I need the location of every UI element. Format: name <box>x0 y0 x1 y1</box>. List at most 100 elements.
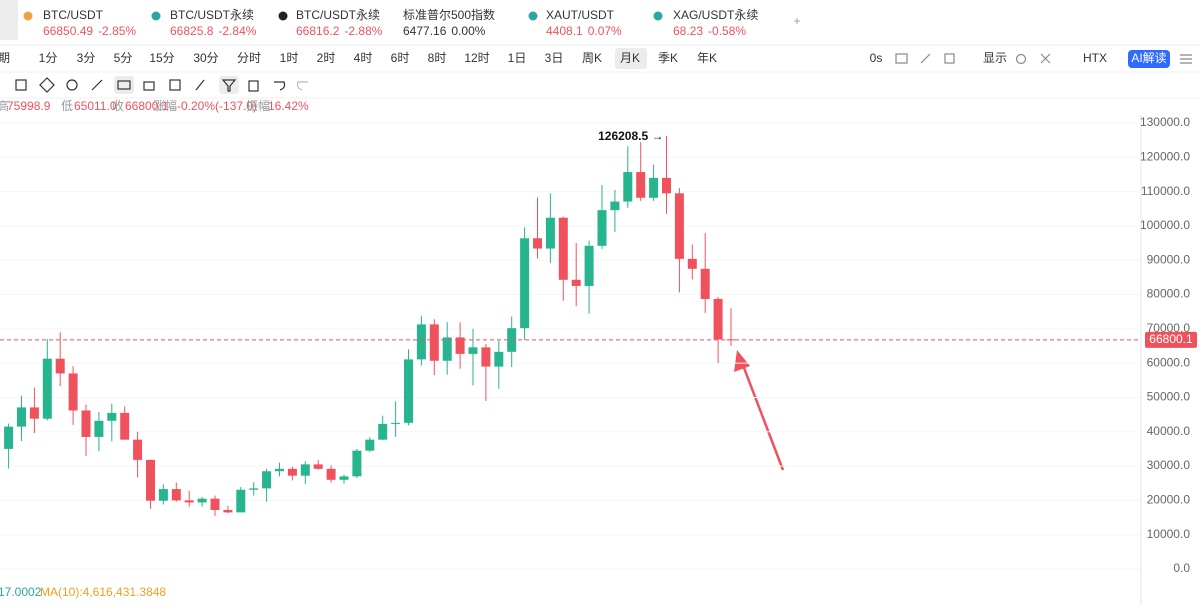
ticker-name[interactable]: BTC/USDT永续 <box>170 8 254 22</box>
timeframe-tab[interactable]: 年K <box>697 51 717 65</box>
candle-body <box>378 423 388 440</box>
candle-body <box>133 439 143 460</box>
candle-body <box>313 464 323 469</box>
display-toggle[interactable]: 显示 <box>983 51 1007 65</box>
camera-icon[interactable] <box>895 53 908 64</box>
price-label: 66800.1 <box>1149 332 1193 346</box>
ticker-icon <box>151 11 161 21</box>
ticker-name[interactable]: BTC/USDT永续 <box>296 8 380 22</box>
ticker-change: -2.85% <box>98 24 136 38</box>
candle-body <box>146 459 155 501</box>
timeframe-tab[interactable]: 30分 <box>193 51 218 65</box>
selected-tab-bg <box>615 48 647 69</box>
candle-body <box>55 358 65 374</box>
candle-body <box>713 298 723 340</box>
tool-icon[interactable] <box>296 81 309 91</box>
candle-body <box>571 279 581 286</box>
timeframe-tab[interactable]: 12时 <box>464 51 489 65</box>
candle-body <box>662 177 671 194</box>
candle-body <box>17 407 26 427</box>
expand-icon[interactable] <box>1040 53 1051 64</box>
ticker-change: -2.88% <box>344 24 382 38</box>
icon[interactable] <box>944 53 955 64</box>
tool-icon[interactable] <box>143 81 155 91</box>
timeframe-tab[interactable]: 3日 <box>545 51 564 65</box>
tool-icon[interactable] <box>221 79 237 92</box>
ticker-change: 0.07% <box>588 24 622 38</box>
timeframe-tab[interactable]: 月K <box>620 51 640 65</box>
timeframe-tab[interactable]: 15分 <box>149 51 174 65</box>
menu-icon[interactable] <box>1180 54 1192 64</box>
tool-icon[interactable] <box>274 81 286 91</box>
ticker-name[interactable]: 标准普尔500指数 <box>403 7 495 22</box>
tool-icon[interactable] <box>39 77 55 93</box>
candle-body <box>649 177 659 198</box>
candle-body <box>584 245 594 286</box>
y-tick-label: 90000.0 <box>1147 252 1191 266</box>
ticker-name[interactable]: BTC/USDT <box>43 8 104 22</box>
candle-body <box>687 258 697 269</box>
candle-body <box>107 412 117 421</box>
exchange[interactable]: HTX <box>1083 51 1107 65</box>
timeframe-tab[interactable]: 季K <box>658 51 678 65</box>
tool-icon[interactable] <box>169 79 181 91</box>
settings-icon[interactable] <box>1015 53 1027 65</box>
tool-icon[interactable] <box>66 79 78 91</box>
candle-body <box>494 351 504 367</box>
timeframe-tab[interactable]: 1分 <box>39 51 58 65</box>
info-label: 涨幅 <box>153 98 177 113</box>
timeframe-tab[interactable]: 1时 <box>280 51 299 65</box>
candle-body <box>636 172 646 198</box>
top-right-icons <box>895 53 1192 65</box>
timeframe-tab[interactable]: 期 <box>0 51 10 65</box>
info-label: 振幅 <box>246 98 270 113</box>
tool-icon[interactable] <box>248 80 259 92</box>
y-tick-label: 60000.0 <box>1147 355 1191 369</box>
y-tick-label: 50000.0 <box>1147 390 1191 404</box>
timeframe-tab[interactable]: 3分 <box>77 51 96 65</box>
price-label-bg <box>1145 331 1197 348</box>
candle-body <box>365 439 375 451</box>
candle-body <box>287 468 297 476</box>
ticker-price: 6477.16 <box>403 24 447 38</box>
high-annotation: 126208.5 → <box>598 129 663 143</box>
ticker-name[interactable]: XAUT/USDT <box>546 8 615 22</box>
timeframe-tab[interactable]: 5分 <box>114 51 133 65</box>
add-tab[interactable]: + <box>793 14 800 28</box>
tool-icon[interactable] <box>195 79 205 91</box>
timeframe-tab[interactable]: 1日 <box>508 51 527 65</box>
tool-icon[interactable] <box>117 80 131 90</box>
y-tick-label: 70000.0 <box>1147 321 1191 335</box>
tool-icon[interactable] <box>91 79 103 91</box>
timeframe-tab[interactable]: 周K <box>582 51 602 65</box>
ticker-icon <box>528 11 538 21</box>
info-value: -0.20%(-137.0) <box>177 99 257 113</box>
timeframe-tab[interactable]: 分时 <box>237 51 261 65</box>
candle-body <box>610 201 620 211</box>
info-value: 75998.9 <box>7 99 51 113</box>
tool-icon[interactable] <box>15 79 27 91</box>
candle-body <box>339 476 349 480</box>
timeframe-tab[interactable]: 4时 <box>354 51 373 65</box>
side-tab[interactable] <box>0 0 18 40</box>
countdown: 0s <box>870 51 883 65</box>
ai-button[interactable] <box>1128 50 1170 68</box>
candle-body <box>236 489 246 513</box>
candle-body <box>352 450 362 477</box>
candle-body <box>558 217 568 280</box>
timeframe-tab[interactable]: 2时 <box>317 51 336 65</box>
candle-body <box>262 471 272 489</box>
candle-body <box>171 489 181 501</box>
candle-body <box>455 337 465 354</box>
ai-label[interactable]: AI解读 <box>1131 51 1166 65</box>
pen-icon[interactable] <box>920 53 931 64</box>
timeframe-tab[interactable]: 6时 <box>391 51 410 65</box>
candle-body <box>120 412 130 440</box>
ticker-name[interactable]: XAG/USDT永续 <box>673 8 758 22</box>
candle-body <box>442 337 452 361</box>
candle-body <box>210 498 220 510</box>
y-tick-label: 0.0 <box>1173 561 1190 575</box>
timeframe-tab[interactable]: 8时 <box>428 51 447 65</box>
